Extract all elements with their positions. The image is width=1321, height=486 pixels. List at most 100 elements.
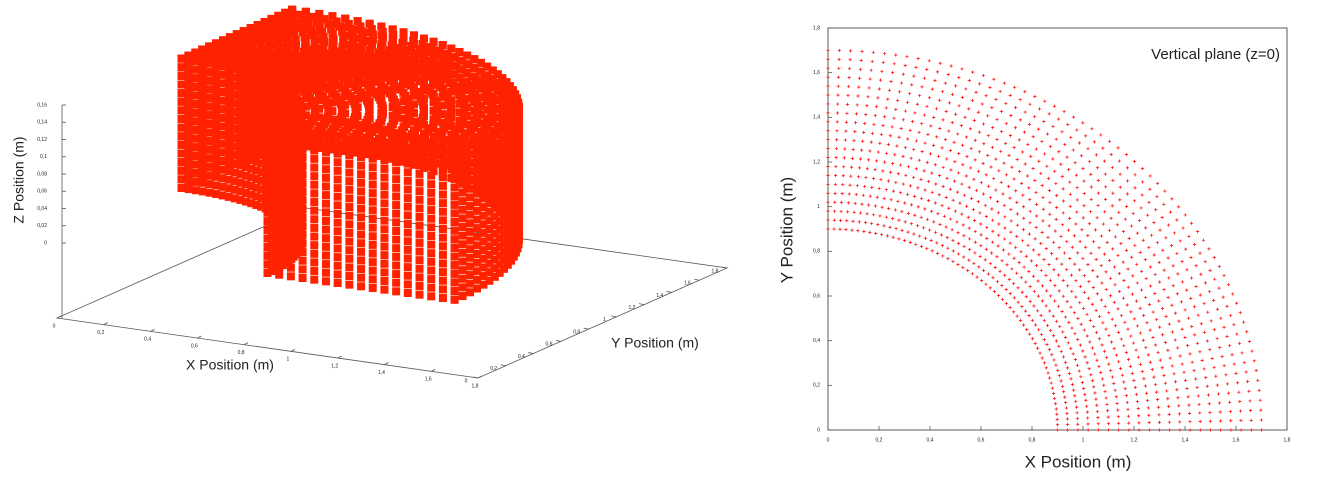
point xyxy=(292,18,301,27)
point xyxy=(1133,173,1137,177)
point xyxy=(500,135,509,144)
point xyxy=(944,195,948,200)
point xyxy=(879,178,883,182)
point xyxy=(415,247,424,256)
point xyxy=(507,230,516,239)
point xyxy=(232,99,241,108)
point xyxy=(1232,323,1236,327)
point xyxy=(858,157,863,161)
point xyxy=(833,191,837,195)
point xyxy=(836,75,841,79)
point xyxy=(1212,256,1216,260)
point xyxy=(1095,275,1100,279)
point xyxy=(990,240,995,244)
point xyxy=(405,151,414,160)
point xyxy=(452,61,461,70)
point xyxy=(274,89,283,98)
point xyxy=(923,236,928,240)
point xyxy=(942,214,946,218)
point xyxy=(1187,234,1191,238)
point xyxy=(230,168,239,177)
point xyxy=(916,205,920,209)
point xyxy=(184,86,193,95)
point xyxy=(1183,213,1187,217)
point xyxy=(184,133,193,142)
point xyxy=(1258,398,1262,402)
point xyxy=(1105,356,1109,360)
point xyxy=(454,73,463,82)
y-tick-label: 1,4 xyxy=(813,115,820,121)
point xyxy=(274,11,283,20)
point xyxy=(1119,313,1124,318)
point xyxy=(939,233,944,237)
point xyxy=(898,191,903,195)
point xyxy=(438,207,447,216)
point xyxy=(1135,231,1140,235)
point xyxy=(191,65,200,74)
point xyxy=(282,38,291,47)
point xyxy=(922,113,926,117)
point xyxy=(232,90,241,99)
point xyxy=(848,183,852,187)
point xyxy=(253,81,262,90)
point xyxy=(1126,407,1130,411)
point xyxy=(1131,211,1135,216)
point xyxy=(409,117,418,126)
point xyxy=(509,157,518,166)
point xyxy=(1059,379,1063,383)
point xyxy=(500,195,509,204)
point xyxy=(1027,232,1031,236)
point xyxy=(848,58,852,62)
point xyxy=(925,104,929,109)
point xyxy=(1112,346,1116,351)
point xyxy=(1082,290,1087,294)
point xyxy=(1027,186,1031,190)
point xyxy=(1067,168,1071,172)
point xyxy=(286,186,295,195)
point xyxy=(1235,301,1239,305)
point xyxy=(826,93,830,97)
point xyxy=(957,151,961,156)
point xyxy=(1188,411,1192,416)
point xyxy=(222,45,231,54)
point xyxy=(1188,428,1192,432)
point xyxy=(473,189,482,198)
point xyxy=(961,163,965,167)
point xyxy=(393,150,402,159)
point xyxy=(1249,428,1253,432)
point xyxy=(277,57,286,66)
point xyxy=(909,203,914,207)
point xyxy=(1027,314,1031,318)
point xyxy=(910,120,915,124)
point xyxy=(236,187,245,196)
point xyxy=(941,118,945,122)
y-tick xyxy=(721,266,728,269)
point xyxy=(227,59,236,68)
point xyxy=(472,146,481,155)
point xyxy=(247,45,256,54)
point xyxy=(1007,153,1011,157)
point xyxy=(849,49,853,53)
point xyxy=(1059,349,1063,354)
point xyxy=(279,139,288,148)
point xyxy=(339,32,348,41)
point xyxy=(221,57,230,66)
point xyxy=(450,200,459,209)
point xyxy=(895,144,899,148)
point xyxy=(346,45,355,54)
point xyxy=(219,88,227,97)
point xyxy=(470,64,479,73)
point xyxy=(1212,298,1216,302)
point xyxy=(291,36,300,45)
point xyxy=(435,151,444,160)
point xyxy=(1116,330,1121,334)
point xyxy=(1090,302,1095,306)
point xyxy=(838,227,842,231)
point xyxy=(1059,162,1063,166)
point xyxy=(932,115,936,119)
point xyxy=(473,224,482,233)
point xyxy=(396,57,405,66)
point xyxy=(1166,256,1170,260)
point xyxy=(996,293,1001,298)
point xyxy=(1147,200,1151,204)
